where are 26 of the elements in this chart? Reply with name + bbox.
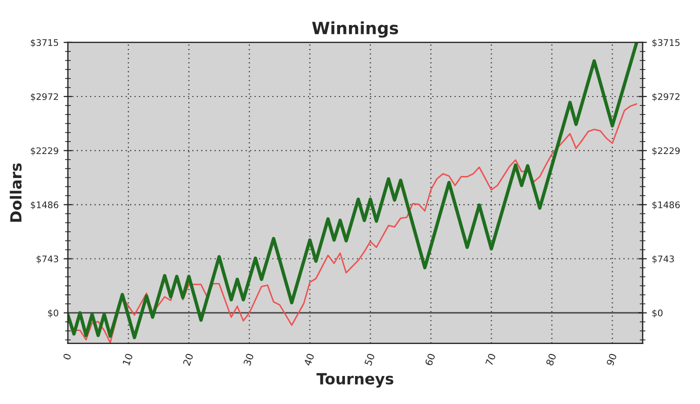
x-tick-label: 80 [546, 353, 556, 366]
x-tick-label: 30 [243, 353, 254, 366]
x-tick-label: 60 [424, 353, 436, 366]
x-tick-label: 90 [606, 353, 617, 366]
y2-tick-label: $0 [652, 309, 663, 318]
x-tick-label: 50 [364, 353, 375, 366]
x-axis-title: Tourneys [316, 373, 394, 388]
x-tick-label: 10 [122, 353, 133, 366]
y-tick-label: $2972 [30, 93, 58, 102]
y-tick-label: $1486 [30, 201, 58, 210]
chart-title: Winnings [312, 21, 398, 38]
x-tick-label: 40 [304, 353, 314, 366]
y2-tick-label: $1486 [652, 201, 680, 210]
y-tick-label: $3715 [30, 38, 58, 48]
y-tick-label: $0 [48, 309, 58, 318]
y-tick-label: $743 [36, 255, 58, 264]
y2-tick-label: $743 [652, 255, 674, 264]
y-axis-title: Dollars [10, 163, 22, 222]
y2-tick-label: $2229 [652, 147, 680, 156]
x-tick-label: 70 [485, 353, 496, 366]
x-tick-label: 0 [62, 353, 72, 360]
y2-tick-label: $3715 [652, 38, 680, 48]
line-series [68, 42, 638, 340]
y2-tick-label: $2972 [652, 93, 680, 102]
x-tick-label: 20 [182, 353, 194, 366]
y-tick-label: $2229 [30, 147, 58, 156]
